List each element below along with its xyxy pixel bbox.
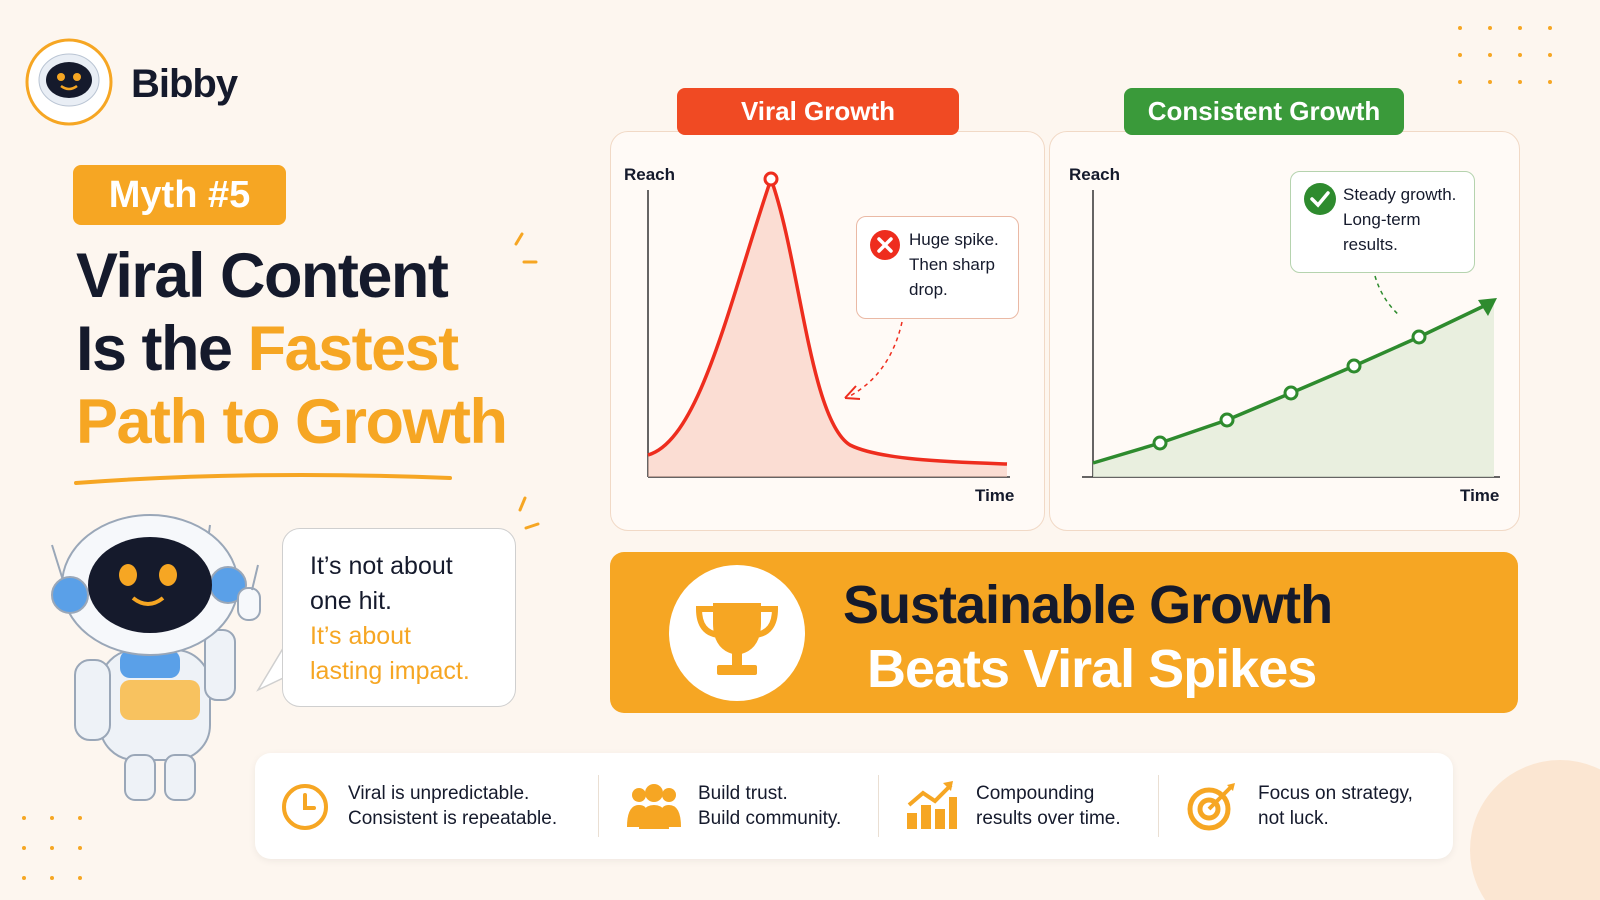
feature-line: Build trust. <box>698 783 788 804</box>
divider <box>878 775 879 837</box>
headline-text: Is the <box>76 314 233 384</box>
feature-text: Compounding results over time. <box>976 781 1121 831</box>
headline-line1: Viral Content <box>76 241 449 311</box>
brand: Bibby <box>131 62 238 106</box>
callout-line: Steady growth. <box>1343 185 1457 204</box>
robot <box>51 514 261 801</box>
callout: Huge spike. Then sharp drop. <box>856 216 1019 319</box>
dots <box>22 26 1552 880</box>
banner-line1: Sustainable Growth <box>843 575 1333 635</box>
feature-text: Viral is unpredictable. Consistent is rep… <box>348 781 557 831</box>
x-axis-label: Time <box>975 486 1015 505</box>
check-icon <box>1304 183 1336 215</box>
headline-line3: Path to Growth <box>76 387 508 457</box>
speech-bubble: It’s not about one hit. It’s about lasti… <box>282 528 516 707</box>
banner-line2: Beats Viral Spikes <box>867 639 1317 699</box>
banner: Sustainable Growth Beats Viral Spikes <box>610 552 1518 713</box>
speech-line: one hit. <box>310 587 393 615</box>
features-bar: Viral is unpredictable. Consistent is rep… <box>255 753 1453 859</box>
callout-line: results. <box>1343 235 1398 254</box>
feature-line: results over time. <box>976 808 1121 829</box>
x-icon <box>870 230 900 260</box>
headline-line2: Is the Fastest <box>76 313 460 386</box>
clock-icon <box>282 784 328 830</box>
feature-line: Viral is unpredictable. <box>348 783 530 804</box>
feature-line: not luck. <box>1258 808 1329 829</box>
feature-text: Build trust. Build community. <box>698 781 841 831</box>
callout-line: Long-term <box>1343 210 1421 229</box>
target-icon <box>1187 783 1235 831</box>
callout-line: Huge spike. <box>909 230 999 249</box>
feature-text: Focus on strategy, not luck. <box>1258 781 1413 831</box>
speech-line: It’s about <box>310 622 412 650</box>
decor-circle <box>1470 760 1600 900</box>
feature-line: Build community. <box>698 808 842 829</box>
feature-line: Compounding <box>976 783 1095 804</box>
callout-line: drop. <box>909 280 948 299</box>
underline <box>74 472 452 485</box>
divider <box>1158 775 1159 837</box>
y-axis-label: Reach <box>624 165 676 184</box>
divider <box>598 775 599 837</box>
trophy-icon <box>669 565 805 701</box>
headline-highlight: Fastest <box>247 314 460 384</box>
y-axis-label: Reach <box>1069 165 1121 184</box>
logo <box>25 38 113 126</box>
panel-title: Viral Growth <box>677 88 959 135</box>
badge: Myth #5 <box>73 165 286 225</box>
chart-icon <box>907 781 957 829</box>
callout-line: Then sharp <box>909 255 995 274</box>
x-axis-label: Time <box>1460 486 1500 505</box>
consistent-chart <box>1082 190 1500 478</box>
speech-line: It’s not about <box>310 552 453 580</box>
panel-title: Consistent Growth <box>1124 88 1404 135</box>
community-icon <box>627 784 681 829</box>
speech-line: lasting impact. <box>310 657 470 685</box>
feature-line: Focus on strategy, <box>1258 783 1413 804</box>
callout: Steady growth. Long-term results. <box>1290 171 1475 273</box>
feature-line: Consistent is repeatable. <box>348 808 558 829</box>
viral-chart <box>647 171 1010 478</box>
